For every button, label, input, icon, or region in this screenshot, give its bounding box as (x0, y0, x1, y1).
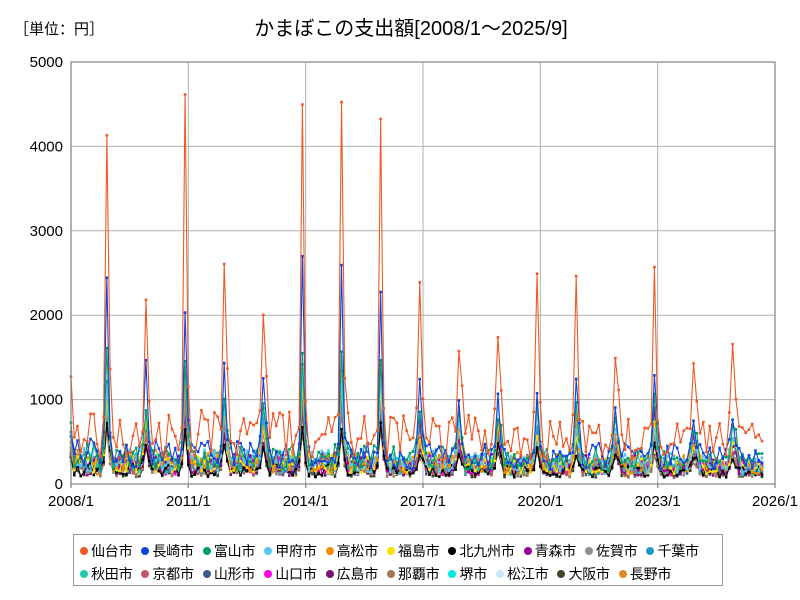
legend-item[interactable]: 那覇市 (387, 565, 440, 582)
line-chart: 0 1000 2000 3000 4000 5000 2008/1 2011/1 2014/1 2… (30, 54, 798, 510)
legend-item[interactable]: 佐賀市 (585, 542, 638, 559)
y-axis-tick-label: 4000 (30, 138, 63, 155)
plot-area: 0 1000 2000 3000 4000 5000 2008/1 2011/1 2014/1 2… (30, 54, 798, 510)
legend-item-label: 高松市 (336, 542, 379, 559)
legend-marker-icon (264, 546, 273, 555)
legend-row: 仙台市 長崎市 富山市 甲府市 高松市 福島市 北九州市 青森市 佐賀市 千葉市 (80, 539, 716, 562)
legend-item[interactable]: 長野市 (618, 565, 672, 582)
x-axis-tick-label: 2023/1 (635, 493, 681, 510)
legend-item-label: 秋田市 (91, 565, 133, 582)
legend-item[interactable]: 青森市 (523, 542, 577, 559)
legend-item[interactable]: 松江市 (496, 565, 549, 582)
legend-item-label: 堺市 (459, 565, 488, 582)
legend-marker-icon (325, 546, 334, 555)
unit-label: ［単位：円］ (14, 21, 105, 38)
legend-item[interactable]: 長崎市 (141, 542, 194, 559)
legend-item[interactable]: 山口市 (264, 565, 317, 582)
legend-marker-icon (141, 569, 150, 578)
legend-row: 秋田市 京都市 山形市 山口市 広島市 那覇市 堺市 松江市 大阪市 長野市 (80, 562, 716, 585)
legend-item[interactable]: 京都市 (141, 565, 194, 582)
legend-item-label: 佐賀市 (596, 542, 638, 559)
series-line (70, 255, 763, 471)
legend-item-label: 山形市 (213, 565, 256, 582)
y-axis-tick-label: 2000 (30, 307, 63, 324)
x-axis-tick-label: 2017/1 (400, 493, 446, 510)
legend-marker-icon (646, 546, 655, 555)
page-title: かまぼこの支出額[2008/1～2025/9] (254, 18, 568, 40)
series-markers (69, 93, 764, 461)
series-line (70, 93, 763, 461)
legend-item-label: 福島市 (398, 542, 440, 559)
legend-marker-icon (202, 546, 211, 555)
legend-item-label: 山口市 (275, 565, 317, 582)
legend-item-label: 北九州市 (459, 542, 515, 559)
x-axis-tick-label: 2014/1 (283, 493, 329, 510)
legend-item-label: 松江市 (507, 565, 549, 582)
legend-item-label: 千葉市 (657, 542, 699, 559)
legend-item[interactable]: 高松市 (325, 542, 379, 559)
y-axis-tick-label: 1000 (30, 392, 63, 409)
y-axis-tick-label: 5000 (30, 54, 63, 71)
chart-legend: 仙台市 長崎市 富山市 甲府市 高松市 福島市 北九州市 青森市 佐賀市 千葉市秋田市 京都市 山形市… (73, 534, 723, 586)
legend-marker-icon (496, 569, 505, 578)
legend-marker-icon (585, 546, 594, 555)
legend-marker-icon (448, 546, 457, 555)
legend-marker-icon (557, 569, 566, 578)
legend-marker-icon (387, 546, 396, 555)
legend-item-label: 青森市 (534, 542, 577, 559)
legend-item[interactable]: 仙台市 (80, 542, 133, 559)
x-axis-tick-label: 2026/1 (752, 493, 798, 510)
y-axis-tick-label: 3000 (30, 223, 63, 240)
legend-item-label: 甲府市 (275, 542, 317, 559)
legend-marker-icon (80, 546, 88, 555)
legend-item-label: 富山市 (213, 542, 256, 559)
legend-item[interactable]: 富山市 (202, 542, 256, 559)
x-axis-tick-label: 2020/1 (517, 493, 563, 510)
legend-marker-icon (202, 569, 211, 578)
legend-marker-icon (325, 569, 334, 578)
legend-marker-icon (80, 569, 88, 578)
legend-item-label: 広島市 (336, 565, 379, 582)
legend-item-label: 仙台市 (91, 542, 133, 559)
legend-item[interactable]: 大阪市 (557, 565, 610, 582)
legend-marker-icon (448, 569, 457, 578)
legend-marker-icon (264, 569, 273, 578)
legend-marker-icon (387, 569, 396, 578)
legend-item[interactable]: 広島市 (325, 565, 379, 582)
legend-item[interactable]: 秋田市 (80, 565, 133, 582)
series-markers (69, 346, 764, 473)
legend-item-label: 那覇市 (398, 565, 440, 582)
legend-item-label: 長野市 (629, 565, 672, 582)
legend-item-label: 京都市 (152, 565, 194, 582)
legend-marker-icon (523, 546, 532, 555)
legend-marker-icon (141, 546, 150, 555)
legend-item-label: 大阪市 (568, 565, 610, 582)
y-axis-tick-label: 0 (55, 476, 63, 493)
legend-marker-icon (618, 569, 627, 578)
legend-item-label: 長崎市 (152, 542, 194, 559)
legend-item[interactable]: 甲府市 (264, 542, 317, 559)
legend-item[interactable]: 堺市 (448, 567, 487, 581)
legend-item[interactable]: 北九州市 (448, 542, 515, 559)
legend-item[interactable]: 山形市 (202, 565, 256, 582)
legend-item[interactable]: 福島市 (387, 542, 440, 559)
x-axis-tick-label: 2011/1 (166, 493, 211, 510)
legend-item[interactable]: 千葉市 (646, 542, 699, 559)
x-axis-tick-label: 2008/1 (48, 493, 94, 510)
